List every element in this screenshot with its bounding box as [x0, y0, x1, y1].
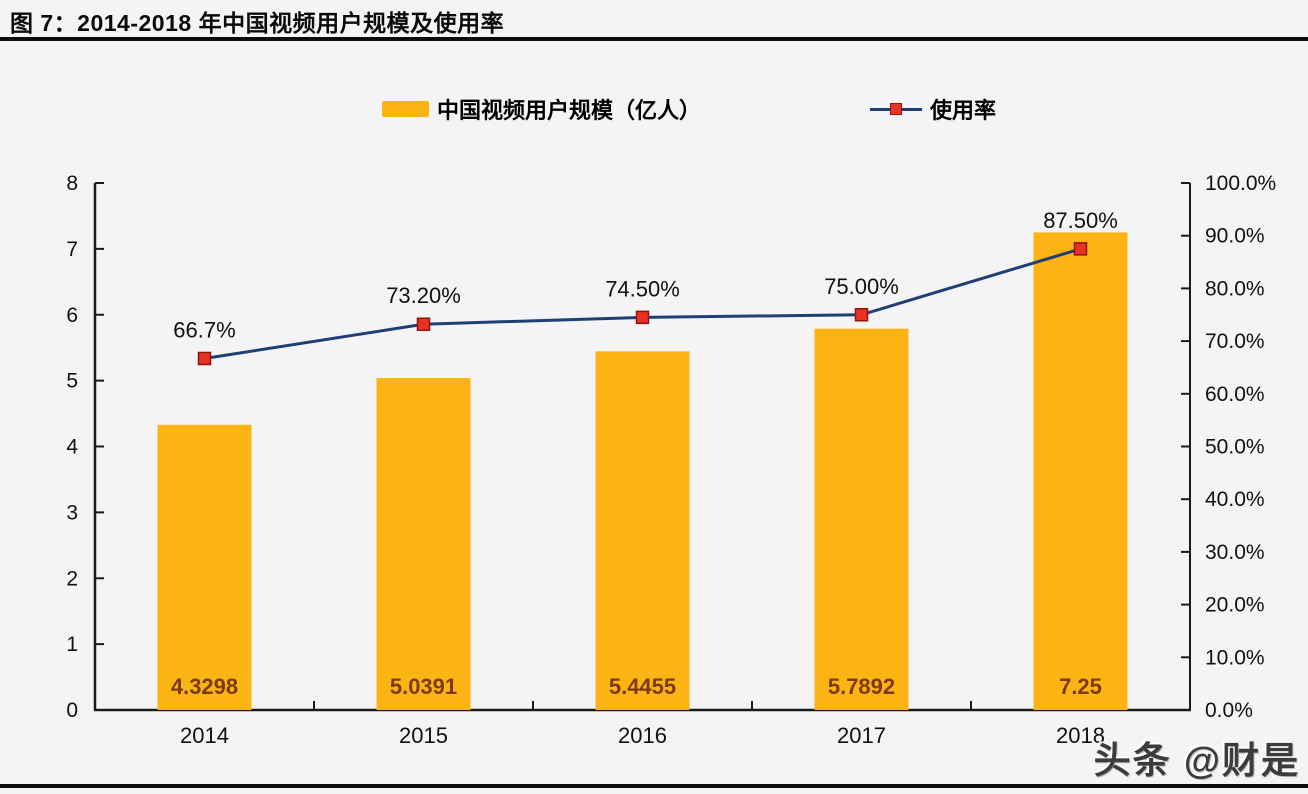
right-axis-label: 0.0% [1205, 699, 1253, 722]
legend-line-dot [890, 103, 902, 115]
line-marker [854, 308, 869, 322]
point-value-label: 87.50% [1043, 208, 1118, 233]
point-value-label: 73.20% [386, 283, 461, 308]
left-axis-label: 4 [66, 436, 78, 459]
x-category-label: 2014 [180, 723, 229, 748]
bottom-divider [0, 784, 1308, 788]
bar [814, 328, 909, 710]
bar [1033, 232, 1128, 710]
x-category-label: 2018 [1056, 723, 1105, 748]
bar-value-label: 4.3298 [171, 674, 238, 699]
left-axis-label: 3 [66, 501, 78, 524]
legend-label-user-scale: 中国视频用户规模（亿人） [437, 98, 702, 123]
point-value-label: 66.7% [173, 317, 235, 342]
bar-value-label: 7.25 [1059, 674, 1102, 699]
line-marker [197, 351, 212, 366]
point-value-label: 74.50% [605, 276, 680, 301]
title-divider [0, 37, 1308, 41]
line-marker [416, 317, 431, 331]
right-axis-label: 40.0% [1205, 488, 1265, 511]
line-legend-marker-icon [870, 103, 922, 115]
bar [157, 424, 252, 710]
right-axis-label: 80.0% [1205, 277, 1265, 300]
left-axis-label: 1 [66, 633, 78, 656]
bar-value-label: 5.7892 [828, 674, 895, 699]
left-axis-label: 7 [66, 238, 78, 261]
x-category-label: 2016 [618, 723, 667, 748]
legend-label-usage-rate: 使用率 [930, 98, 997, 123]
right-axis-label: 50.0% [1205, 436, 1265, 459]
usage-rate-line [204, 247, 1081, 360]
line-marker [635, 310, 650, 325]
bar-legend-swatch-icon [382, 101, 429, 117]
left-axis-label: 5 [66, 370, 78, 393]
bar [595, 351, 690, 710]
point-value-label: 75.00% [824, 274, 899, 299]
bar-value-label: 5.4455 [609, 674, 676, 699]
left-axis-label: 0 [66, 699, 78, 722]
left-axis-label: 2 [66, 567, 78, 590]
legend-item-usage-rate: 使用率 [870, 97, 996, 123]
x-category-label: 2015 [399, 723, 448, 748]
right-axis-label: 90.0% [1205, 225, 1265, 248]
right-axis-label: 70.0% [1205, 330, 1265, 353]
right-axis-label: 100.0% [1205, 172, 1276, 195]
watermark: 头条 @财是 [1093, 740, 1300, 781]
bar-value-label: 5.0391 [390, 674, 457, 699]
right-axis-label: 20.0% [1205, 594, 1265, 617]
line-marker [1073, 242, 1088, 256]
left-axis-label: 8 [66, 172, 78, 195]
bar [376, 378, 471, 710]
legend-item-user-scale: 中国视频用户规模（亿人） [382, 97, 701, 123]
x-category-label: 2017 [837, 723, 886, 748]
left-axis-label: 6 [66, 304, 78, 327]
right-axis-label: 30.0% [1205, 541, 1265, 564]
right-axis-label: 60.0% [1205, 383, 1265, 406]
figure-title: 图 7：2014-2018 年中国视频用户规模及使用率 [10, 10, 505, 36]
right-axis-label: 10.0% [1205, 646, 1265, 669]
